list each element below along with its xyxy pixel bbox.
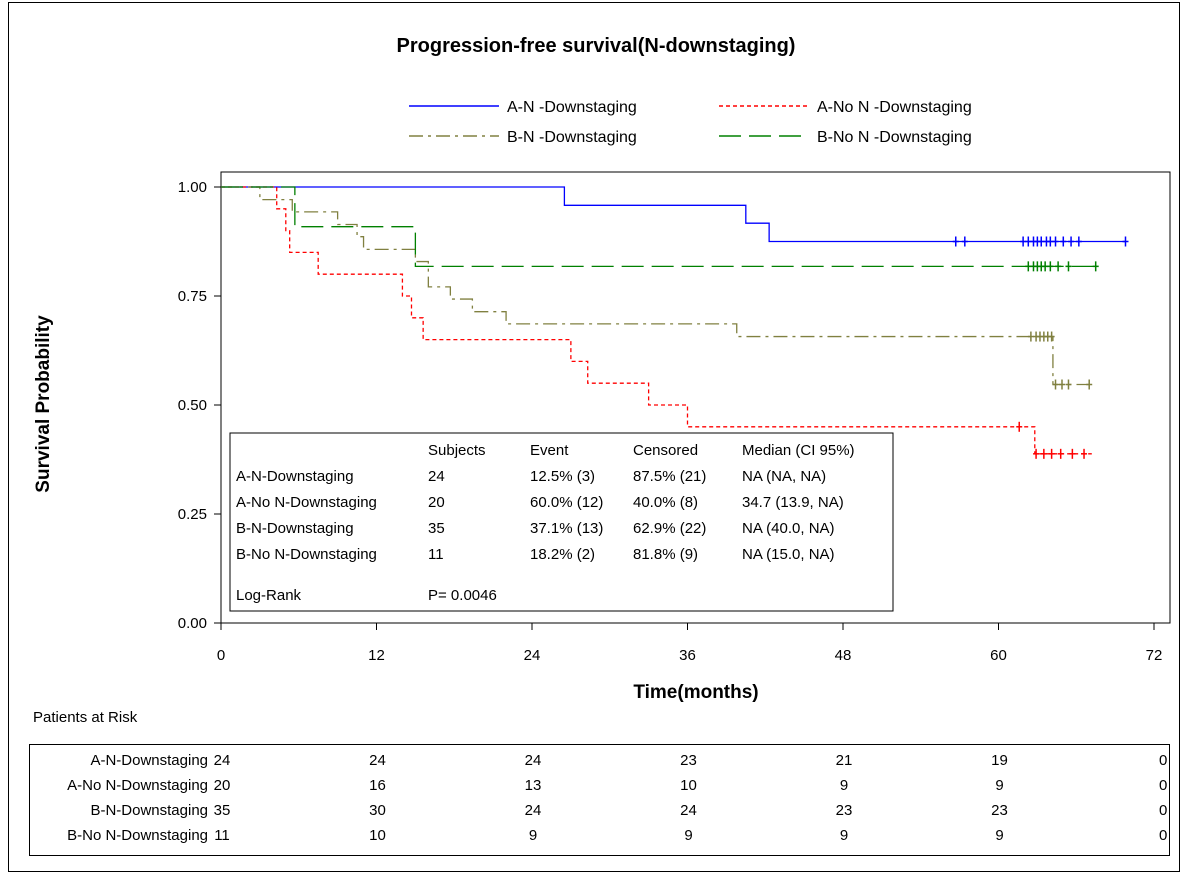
inset-summary-table: Subjects Event Censored Median (CI 95%) A-N-… [229,432,894,612]
risk-count: 9 [528,827,538,844]
x-tick-label: 72 [1146,647,1163,664]
risk-count: 23 [991,802,1008,819]
risk-count: 24 [680,802,697,819]
inset-cell: NA (40.0, NA) [742,520,835,537]
inset-cell: 60.0% (12) [530,494,603,511]
risk-count: 24 [369,752,386,769]
inset-cell: 24 [428,468,445,485]
risk-count: 23 [835,802,853,819]
risk-count: 13 [524,777,542,794]
risk-count: 9 [839,777,849,794]
risk-count: 35 [213,802,231,819]
risk-count: 21 [835,752,853,769]
inset-cell: 81.8% (9) [633,546,698,563]
inset-cell: 35 [428,520,445,537]
x-tick-label: 24 [524,647,541,664]
y-tick-label: 0.75 [178,288,207,305]
inset-cell: 87.5% (21) [633,468,706,485]
legend-label: B-N -Downstaging [507,129,637,146]
risk-count: 10 [369,827,386,844]
inset-cell: 40.0% (8) [633,494,698,511]
inset-cell: NA (NA, NA) [742,468,826,485]
risk-row-label: A-N-Downstaging [90,752,208,769]
inset-cell: NA (15.0, NA) [742,546,835,563]
risk-count: 0 [1159,802,1168,819]
risk-count: 24 [524,802,542,819]
y-tick-label: 0.50 [178,397,207,414]
series-line [221,186,1092,455]
risk-count: 20 [213,777,231,794]
chart-title: Progression-free survival(N-downstaging) [397,35,796,57]
legend: A-N -Downstaging A-No N -Downstaging B-N -… [409,99,972,146]
series-line [221,186,1090,386]
inset-cell: B-No N-Downstaging [236,546,377,563]
risk-row-label: B-No N-Downstaging [67,827,208,844]
inset-cell: 18.2% (2) [530,546,595,563]
inset-cell: 62.9% (22) [633,520,706,537]
risk-count: 9 [684,827,693,844]
survival-curves [221,186,1129,459]
x-tick-label: 48 [835,647,852,664]
inset-header: Subjects [428,442,486,459]
risk-count: 0 [1159,777,1168,794]
y-tick-label: 0.00 [178,615,207,632]
series-line [221,186,1126,243]
y-axis-label: Survival Probability [33,315,54,493]
risk-row-label: A-No N-Downstaging [67,777,208,794]
risk-count: 11 [214,827,230,844]
risk-count: 0 [1159,827,1168,844]
logrank-value: P= 0.0046 [428,587,497,604]
risk-count: 10 [680,777,697,794]
inset-cell: B-N-Downstaging [236,520,354,537]
series-line [221,186,1096,268]
risk-table: A-N-Downstaging 24 24 24 23 21 19 0 A-No N-Downs… [29,744,1170,856]
x-tick-label: 12 [368,647,385,664]
risk-count: 9 [839,827,849,844]
x-tick-label: 36 [679,647,696,664]
inset-cell: 12.5% (3) [530,468,595,485]
inset-header: Censored [633,442,698,459]
inset-header: Median (CI 95%) [742,442,855,459]
axes: 0 12 24 36 48 60 72 0.00 0.25 0.50 0.75 1.00 [178,179,1163,664]
logrank-label: Log-Rank [236,587,302,604]
inset-cell: A-N-Downstaging [236,468,354,485]
y-tick-label: 0.25 [178,506,207,523]
inset-box [229,432,894,612]
legend-label: A-N -Downstaging [507,99,637,116]
figure-frame [8,2,1180,872]
risk-count: 9 [995,777,1004,794]
risk-count: 24 [213,752,231,769]
legend-label: A-No N -Downstaging [817,99,972,116]
risk-count: 9 [995,827,1004,844]
inset-header: Event [530,442,569,459]
risk-row-label: B-N-Downstaging [90,802,208,819]
risk-count: 19 [991,752,1008,769]
inset-cell: A-No N-Downstaging [236,494,377,511]
risk-table-title: Patients at Risk [33,709,138,726]
risk-count: 30 [369,802,386,819]
plot-area [220,171,1171,624]
x-tick-label: 60 [990,647,1007,664]
legend-label: B-No N -Downstaging [817,129,972,146]
inset-cell: 37.1% (13) [530,520,603,537]
inset-cell: 20 [428,494,445,511]
risk-count: 23 [680,752,697,769]
y-tick-label: 1.00 [178,179,207,196]
risk-count: 0 [1159,752,1168,769]
inset-cell: 34.7 (13.9, NA) [742,494,844,511]
x-axis-label: Time(months) [633,682,758,703]
risk-count: 16 [369,777,386,794]
inset-cell: 11 [428,546,444,563]
x-tick-label: 0 [217,647,225,664]
risk-count: 24 [524,752,542,769]
